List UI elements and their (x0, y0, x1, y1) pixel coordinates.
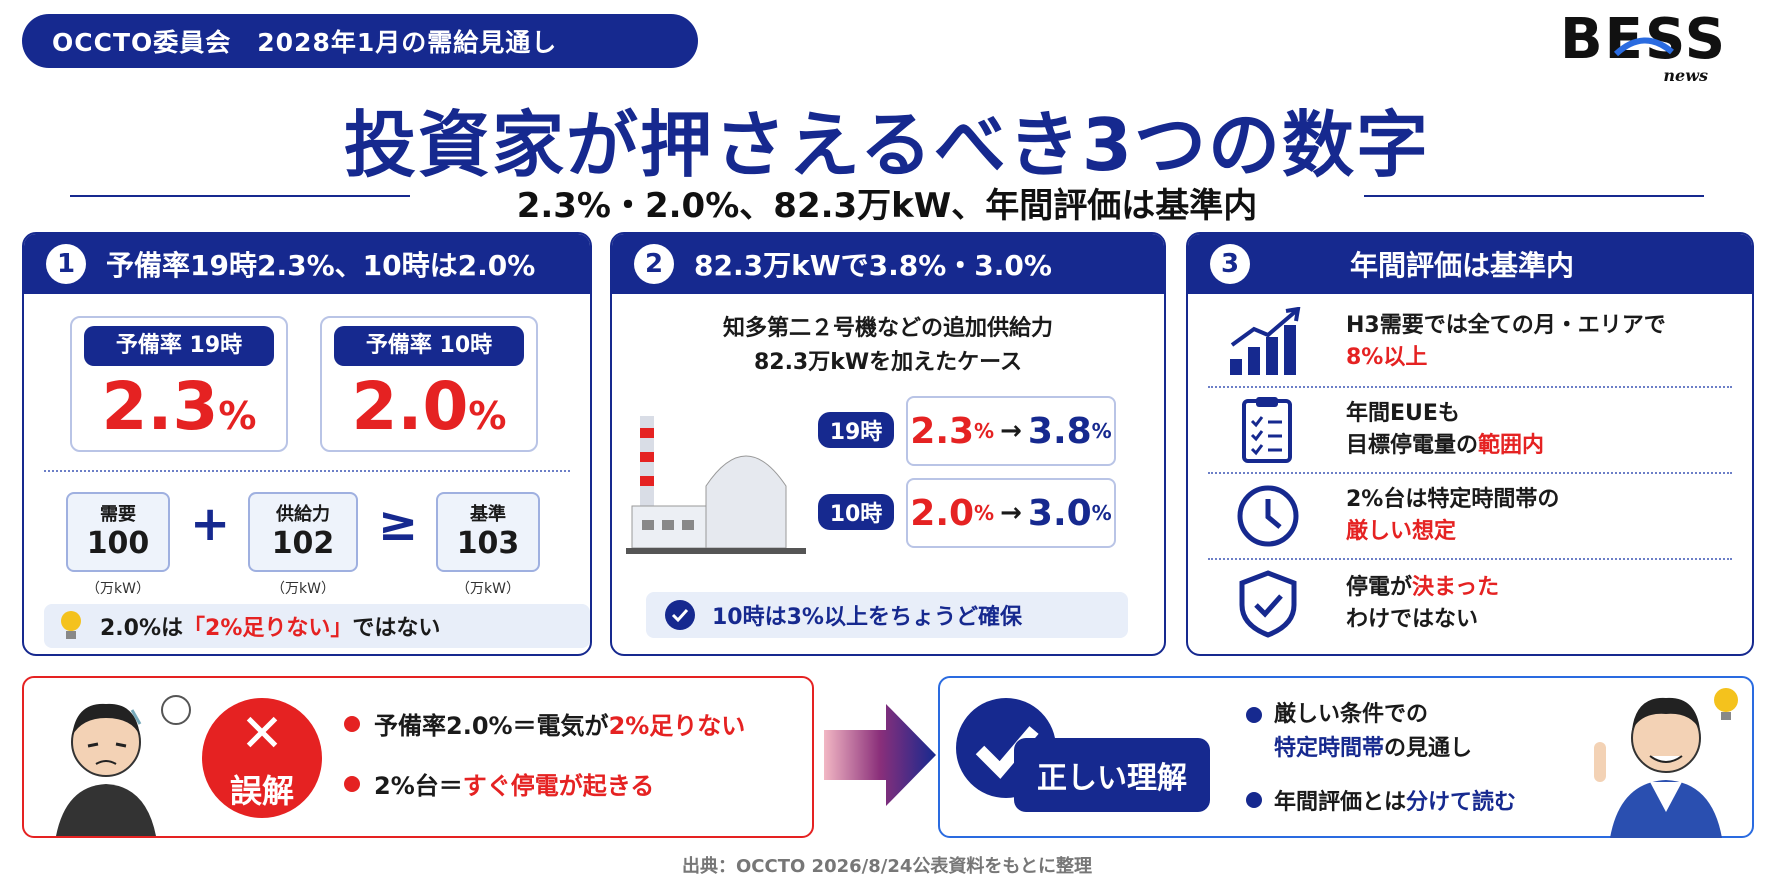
checklist-icon (1242, 397, 1292, 463)
supply-label: 供給力 (276, 504, 330, 525)
card1-header: 1 予備率19時2.3%、10時は2.0% (24, 234, 590, 294)
misconception-item-2: 2%台＝ すぐ停電が起きる (344, 766, 654, 801)
correct-understanding-panel: 正しい理解 厳しい条件での 特定時間帯の見通し 年間評価とは 分けて読む (938, 676, 1754, 838)
worried-person-icon (56, 695, 191, 836)
subtitle-right-rule (1364, 195, 1704, 197)
card-annual-evaluation: 3 年間評価は基準内 H3需要では全ての月・エリアで 8%以上 年間EUEも 目標停… (1186, 232, 1754, 656)
standard-unit: （万kW） (456, 581, 520, 597)
card3-divider-2 (1208, 472, 1732, 474)
misconception-label: 誤解 (229, 772, 294, 810)
rate19-change: 2.3% → 3.8% (906, 396, 1116, 466)
time-10-pill: 10時 (818, 494, 894, 530)
eval-item-4: 停電が決まった わけではない (1188, 560, 1752, 648)
navy-bullet-icon (1246, 792, 1262, 808)
eval-item-2: 年間EUEも 目標停電量の範囲内 (1188, 388, 1752, 472)
card2-header: 2 82.3万kWで3.8%・3.0% (612, 234, 1164, 294)
card1-heading: 予備率19時2.3%、10時は2.0% (106, 249, 536, 282)
card3-divider-3 (1208, 558, 1732, 560)
clock-icon (1237, 485, 1299, 547)
correct-badge: 正しい理解 (956, 698, 1216, 818)
demand-label: 需要 (100, 504, 136, 525)
rate19-value: 2.3% (101, 368, 257, 445)
page-title: 投資家が押さえるべき3つの数字 (344, 103, 1430, 187)
subtitle-left-rule (70, 195, 410, 197)
card3-header: 3 年間評価は基準内 (1188, 234, 1752, 294)
cross-icon: ✕ (240, 704, 284, 764)
card2-number: 2 (634, 244, 674, 284)
card3-divider-1 (1208, 386, 1732, 388)
supply-unit: （万kW） (271, 581, 335, 597)
red-bullet-icon (344, 775, 360, 792)
card3-heading: 年間評価は基準内 (1350, 249, 1575, 282)
card2-description: 知多第二２号機などの追加供給力 82.3万kWを加えたケース (722, 316, 1053, 375)
logo-sub-text: news (1663, 66, 1708, 85)
header-badge: OCCTO委員会 2028年1月の需給見通し (22, 14, 698, 68)
correct-item-1: 厳しい条件での 特定時間帯の見通し (1246, 698, 1472, 766)
rate19-label: 予備率 19時 (84, 326, 274, 366)
card2-check-bar: 10時は3%以上をちょうど確保 (646, 592, 1128, 638)
rate10-label: 予備率 10時 (334, 326, 524, 366)
check-circle-icon (665, 600, 695, 630)
eval-item-1: H3需要では全ての月・エリアで 8%以上 (1188, 298, 1752, 386)
supply-value: 102 (271, 526, 335, 561)
lightbulb-icon (61, 611, 81, 639)
eval-item-3: 2%台は特定時間帯の 厳しい想定 (1188, 474, 1752, 558)
demand-value: 100 (86, 526, 150, 561)
navy-bullet-icon (1246, 707, 1262, 723)
shield-check-icon (1239, 570, 1297, 638)
standard-box: 基準 103 (436, 492, 540, 572)
correct-label: 正しい理解 (1014, 738, 1210, 812)
time-19-pill: 19時 (818, 412, 894, 448)
card-additional-supply: 2 82.3万kWで3.8%・3.0% 知多第二２号機などの追加供給力 82.3… (610, 232, 1166, 656)
confident-person-icon (1594, 688, 1738, 838)
bess-news-logo: BESS news (1560, 12, 1760, 86)
logo-swoosh-icon (1614, 37, 1674, 56)
source-note: 出典：OCCTO 2026/8/24公表資料をもとに整理 (681, 856, 1093, 877)
card1-tip: 2.0%は 「2%足りない」 ではない (44, 604, 590, 648)
rate10-value: 2.0% (351, 368, 507, 445)
red-bullet-icon (344, 715, 360, 732)
card1-number: 1 (46, 244, 86, 284)
card-reserve-rate: 1 予備率19時2.3%、10時は2.0% 予備率 19時 2.3% 予備率 1… (22, 232, 592, 656)
demand-box: 需要 100 (66, 492, 170, 572)
misconception-panel: ✕ 誤解 予備率2.0%＝電気が 2%足りない 2%台＝ すぐ停電が起きる (22, 676, 814, 838)
supply-box: 供給力 102 (248, 492, 358, 572)
right-arrow-icon (824, 704, 936, 806)
growth-chart-icon (1230, 307, 1301, 375)
standard-label: 基準 (470, 504, 506, 525)
misconception-badge: ✕ 誤解 (202, 698, 322, 818)
plus-sign: + (190, 496, 231, 552)
geq-sign: ≥ (378, 496, 419, 552)
card3-number: 3 (1210, 244, 1250, 284)
standard-value: 103 (456, 526, 520, 561)
page-subtitle: 2.3%・2.0%、82.3万kW、年間評価は基準内 (516, 186, 1258, 226)
rate10-change: 2.0% → 3.0% (906, 478, 1116, 548)
rate19-box: 予備率 19時 2.3% (70, 316, 288, 452)
rate10-box: 予備率 10時 2.0% (320, 316, 538, 452)
card1-divider (44, 470, 570, 472)
card2-heading: 82.3万kWで3.8%・3.0% (694, 249, 1052, 282)
power-plant-icon (626, 416, 806, 554)
misconception-item-1: 予備率2.0%＝電気が 2%足りない (344, 706, 745, 741)
correct-item-2: 年間評価とは 分けて読む (1246, 784, 1516, 816)
demand-unit: （万kW） (86, 581, 150, 597)
